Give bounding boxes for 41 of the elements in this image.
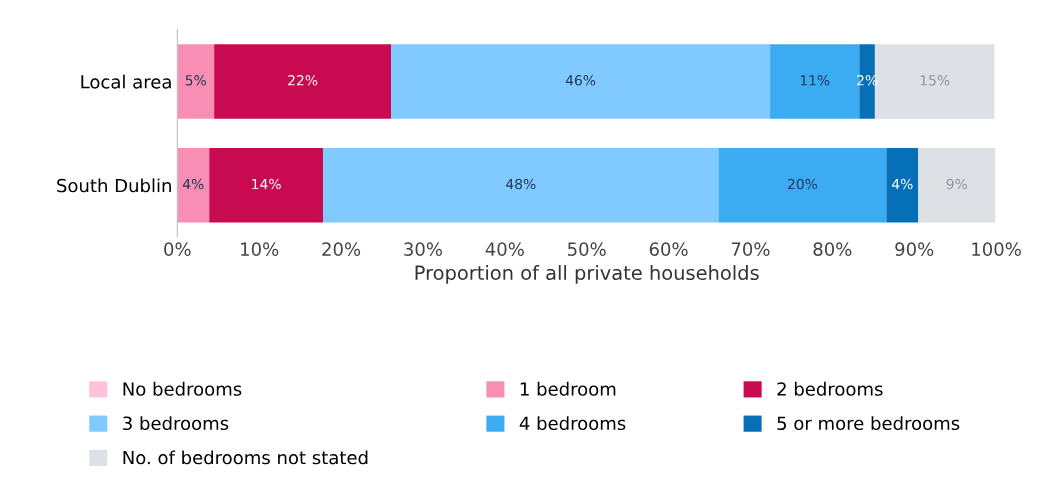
x-tick-label: 10% xyxy=(241,242,279,256)
bar xyxy=(886,147,919,223)
data-label: 11% xyxy=(800,75,830,86)
legend-label: 4 bedrooms xyxy=(519,416,626,431)
data-label: 46% xyxy=(565,75,596,86)
legend-label: No bedrooms xyxy=(123,381,242,396)
x-tick-label: 50% xyxy=(568,242,606,256)
y-tick-label: South Dublin xyxy=(57,178,171,193)
legend-label: 3 bedrooms xyxy=(123,416,229,431)
data-label: 5% xyxy=(185,75,206,86)
x-tick-label: 90% xyxy=(895,242,934,256)
x-axis-title: Proportion of all private households xyxy=(415,265,759,284)
x-tick-label: 60% xyxy=(649,242,688,256)
x-tick-label: 20% xyxy=(322,242,361,256)
data-label: 22% xyxy=(288,75,318,86)
data-label: 4% xyxy=(891,178,913,190)
legend-label: 2 bedrooms xyxy=(777,381,883,396)
data-label: 20% xyxy=(788,178,818,190)
legend-label: 5 or more bedrooms xyxy=(777,416,960,431)
x-tick-label: 80% xyxy=(813,242,852,256)
bar xyxy=(323,147,719,223)
bar xyxy=(718,147,887,223)
data-label: 9% xyxy=(946,178,968,190)
bar xyxy=(209,147,324,223)
x-tick-label: 30% xyxy=(404,242,443,256)
data-label: 4% xyxy=(182,178,204,190)
bar xyxy=(214,44,392,119)
legend-label: 1 bedroom xyxy=(520,381,616,396)
data-label: 15% xyxy=(920,75,950,86)
bar xyxy=(177,44,215,119)
bar xyxy=(177,147,210,223)
x-tick-label: 0% xyxy=(164,242,191,256)
x-tick-label: 40% xyxy=(485,242,524,256)
data-label: 14% xyxy=(252,178,281,190)
x-tick-label: 100% xyxy=(972,242,1021,256)
y-tick-label: Local area xyxy=(81,74,171,89)
bar xyxy=(918,147,996,223)
bar xyxy=(391,44,771,119)
data-label: 48% xyxy=(506,178,536,190)
legend-label: No. of bedrooms not stated xyxy=(123,450,368,465)
x-tick-label: 70% xyxy=(731,242,770,256)
